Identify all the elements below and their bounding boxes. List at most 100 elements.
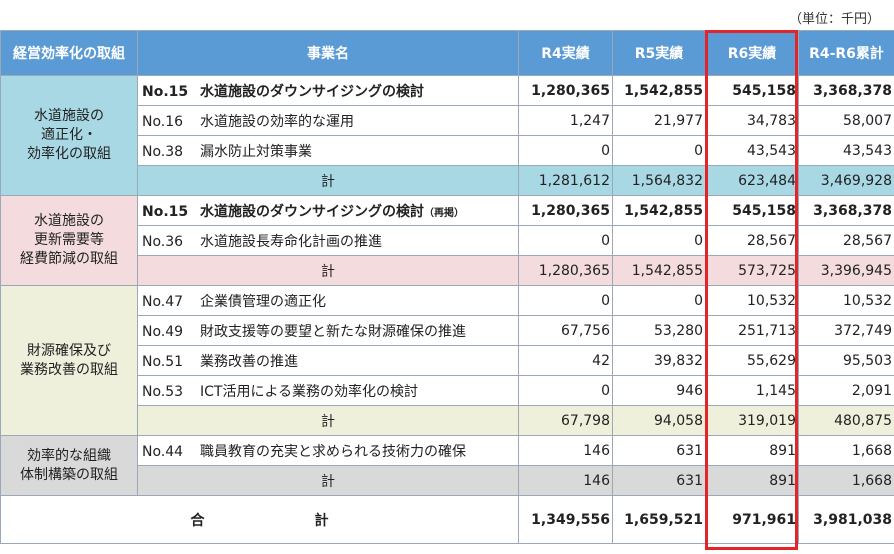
r6-value: 545,158 [705, 75, 799, 106]
r5-subtotal: 1,564,832 [612, 165, 706, 196]
table-row: No.36 水道施設長寿命化計画の推進 0 0 28,567 28,567 [1, 225, 894, 256]
table-row: 水道施設の 適正化・ 効率化の取組 No.15 水道施設のダウンサイジングの検討 … [0, 75, 894, 196]
r6-subtotal: 319,019 [705, 405, 799, 436]
table-row: No.51 業務改善の推進 42 39,832 55,629 95,503 [1, 345, 894, 376]
r4-subtotal: 67,798 [518, 405, 613, 436]
r4-value: 1,247 [518, 105, 613, 136]
efficiency-table: 経営効率化の取組 事業名 R4実績 R5実績 R6実績 R4-R6累計 水道施設… [0, 30, 894, 544]
grand-total-row: 合計 1,349,556 1,659,521 971,961 3,981,038 [0, 495, 894, 544]
header-r6: R6実績 [705, 30, 799, 76]
r6-value: 251,713 [705, 315, 799, 346]
unit-note: （単位：千円） [788, 12, 880, 27]
subtotal-label: 計 [137, 405, 519, 436]
table-row: 効率的な組織 体制構築の取組 No.44 職員教育の充実と求められる技術力の確保 … [0, 435, 894, 496]
table-row: No.16 水道施設の効率的な運用 1,247 21,977 34,783 58,… [1, 105, 894, 136]
project-cell: No.38 漏水防止対策事業 [137, 135, 519, 166]
r4-value: 0 [518, 135, 613, 166]
r5-value: 631 [612, 435, 706, 466]
r4-value: 0 [518, 375, 613, 406]
r6-value: 1,145 [705, 375, 799, 406]
r6-value: 891 [705, 435, 799, 466]
project-cell: No.15 水道施設のダウンサイジングの検討 [137, 75, 519, 106]
cumulative-value: 372,749 [798, 315, 894, 346]
grand-total-label: 合計 [0, 495, 519, 544]
r5-subtotal: 631 [612, 465, 706, 496]
r5-total: 1,659,521 [612, 495, 706, 544]
table-row: 水道施設の 更新需要等 経費節減の取組 No.15 水道施設のダウンサイジングの検… [0, 195, 894, 286]
r6-subtotal: 623,484 [705, 165, 799, 196]
category-cell-finance-improvement: 財源確保及び 業務改善の取組 [0, 285, 138, 436]
cumulative-subtotal: 1,668 [798, 465, 894, 496]
project-cell: No.15 水道施設のダウンサイジングの検討（再掲） [137, 195, 519, 226]
cumulative-value: 1,668 [798, 435, 894, 466]
cumulative-value: 28,567 [798, 225, 894, 256]
category-cell-cost-reduction: 水道施設の 更新需要等 経費節減の取組 [0, 195, 138, 286]
r6-value: 34,783 [705, 105, 799, 136]
project-cell: No.44 職員教育の充実と求められる技術力の確保 [137, 435, 519, 466]
r4-value: 146 [518, 435, 613, 466]
category-cell-organization: 効率的な組織 体制構築の取組 [0, 435, 138, 496]
r4-total: 1,349,556 [518, 495, 613, 544]
project-cell: No.47 企業債管理の適正化 [137, 285, 519, 316]
header-r4: R4実績 [518, 30, 613, 76]
r5-subtotal: 1,542,855 [612, 255, 706, 286]
cumulative-subtotal: 3,469,928 [798, 165, 894, 196]
cumulative-value: 58,007 [798, 105, 894, 136]
cumulative-value: 2,091 [798, 375, 894, 406]
cumulative-value: 3,368,378 [798, 75, 894, 106]
header-r5: R5実績 [612, 30, 706, 76]
r5-subtotal: 94,058 [612, 405, 706, 436]
r6-subtotal: 891 [705, 465, 799, 496]
r6-value: 10,532 [705, 285, 799, 316]
table-row: No.53 ICT活用による業務の効率化の検討 0 946 1,145 2,091 [1, 375, 894, 406]
table-row: No.38 漏水防止対策事業 0 0 43,543 43,543 [1, 135, 894, 166]
r5-value: 1,542,855 [612, 75, 706, 106]
cumulative-value: 95,503 [798, 345, 894, 376]
r4-subtotal: 1,281,612 [518, 165, 613, 196]
r6-value: 43,543 [705, 135, 799, 166]
cumulative-value: 10,532 [798, 285, 894, 316]
r5-value: 21,977 [612, 105, 706, 136]
header-project: 事業名 [137, 30, 519, 76]
r4-value: 1,280,365 [518, 195, 613, 226]
cumulative-subtotal: 3,396,945 [798, 255, 894, 286]
project-cell: No.53 ICT活用による業務の効率化の検討 [137, 375, 519, 406]
header-category: 経営効率化の取組 [0, 30, 138, 76]
r5-value: 39,832 [612, 345, 706, 376]
cumulative-total: 3,981,038 [798, 495, 894, 544]
r6-value: 545,158 [705, 195, 799, 226]
cumulative-value: 43,543 [798, 135, 894, 166]
cumulative-subtotal: 480,875 [798, 405, 894, 436]
subtotal-row: 計 146 631 891 1,668 [0, 465, 894, 496]
r5-value: 1,542,855 [612, 195, 706, 226]
r5-value: 0 [612, 225, 706, 256]
table-row: No.49 財政支援等の要望と新たな財源確保の推進 67,756 53,280 2… [1, 315, 894, 346]
table-row: 財源確保及び 業務改善の取組 No.47 企業債管理の適正化 0 0 10,532… [0, 285, 894, 436]
r6-value: 55,629 [705, 345, 799, 376]
header-row: 経営効率化の取組 事業名 R4実績 R5実績 R6実績 R4-R6累計 [0, 30, 894, 76]
subtotal-label: 計 [137, 165, 519, 196]
r5-value: 946 [612, 375, 706, 406]
r4-subtotal: 146 [518, 465, 613, 496]
subtotal-row: 計 1,280,365 1,542,855 573,725 3,396,945 [0, 255, 894, 286]
r6-total: 971,961 [705, 495, 799, 544]
r6-value: 28,567 [705, 225, 799, 256]
r5-value: 53,280 [612, 315, 706, 346]
project-cell: No.36 水道施設長寿命化計画の推進 [137, 225, 519, 256]
subtotal-row: 計 1,281,612 1,564,832 623,484 3,469,928 [0, 165, 894, 196]
r4-value: 0 [518, 285, 613, 316]
r4-value: 1,280,365 [518, 75, 613, 106]
r4-value: 42 [518, 345, 613, 376]
r5-value: 0 [612, 135, 706, 166]
category-cell-facility-optimization: 水道施設の 適正化・ 効率化の取組 [0, 75, 138, 196]
project-cell: No.51 業務改善の推進 [137, 345, 519, 376]
project-cell: No.16 水道施設の効率的な運用 [137, 105, 519, 136]
r4-subtotal: 1,280,365 [518, 255, 613, 286]
subtotal-label: 計 [137, 255, 519, 286]
project-cell: No.49 財政支援等の要望と新たな財源確保の推進 [137, 315, 519, 346]
r4-value: 67,756 [518, 315, 613, 346]
r4-value: 0 [518, 225, 613, 256]
subtotal-label: 計 [137, 465, 519, 496]
cumulative-value: 3,368,378 [798, 195, 894, 226]
header-cumulative: R4-R6累計 [798, 30, 894, 76]
